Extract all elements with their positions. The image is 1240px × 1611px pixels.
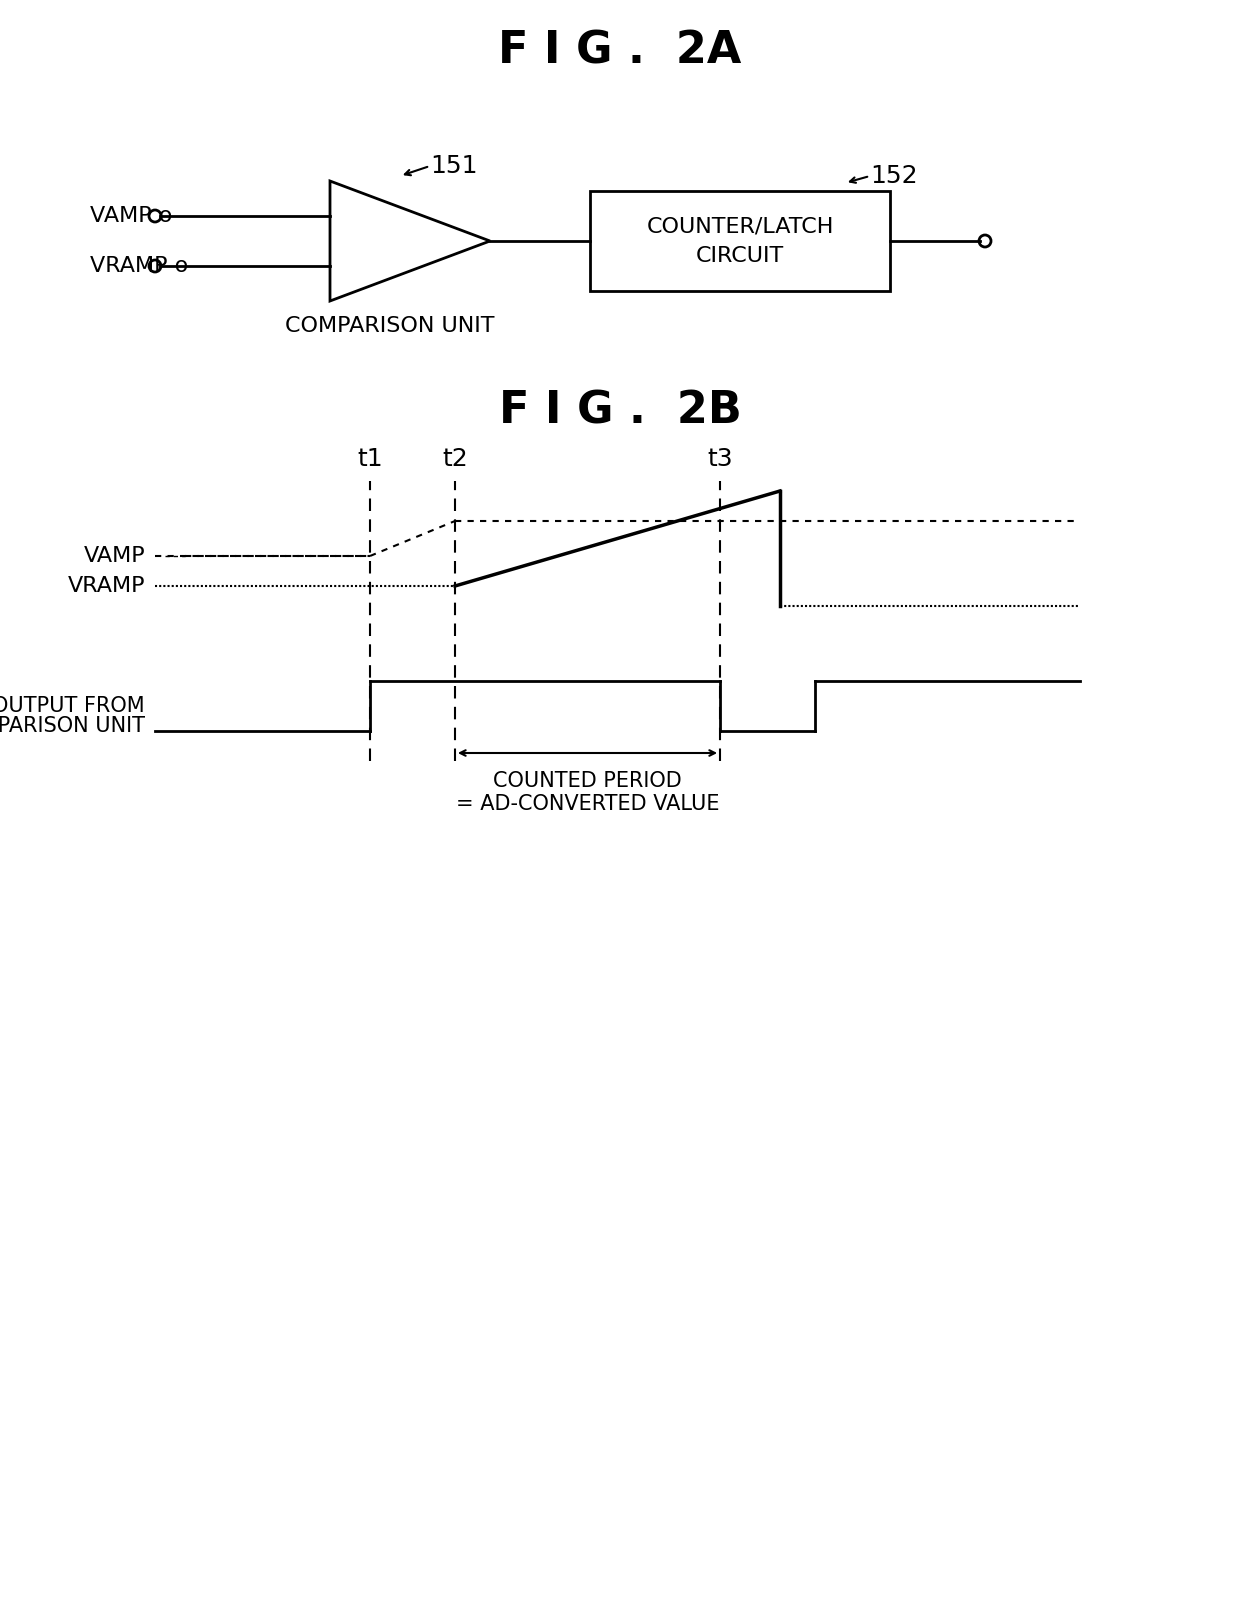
Text: COMPARISON UNIT: COMPARISON UNIT — [285, 316, 495, 337]
Text: 151: 151 — [430, 155, 477, 177]
Text: t3: t3 — [707, 446, 733, 470]
Text: F I G .  2B: F I G . 2B — [498, 390, 742, 432]
Text: OUTPUT FROM: OUTPUT FROM — [0, 696, 145, 715]
Text: F I G .  2A: F I G . 2A — [498, 29, 742, 72]
Text: CIRCUIT: CIRCUIT — [696, 246, 784, 266]
Text: VAMP: VAMP — [83, 546, 145, 565]
Text: t2: t2 — [443, 446, 467, 470]
Text: COMPARISON UNIT: COMPARISON UNIT — [0, 715, 145, 736]
Text: 152: 152 — [870, 164, 918, 188]
Text: COUNTED PERIOD
= AD-CONVERTED VALUE: COUNTED PERIOD = AD-CONVERTED VALUE — [456, 772, 719, 814]
Text: COUNTER/LATCH: COUNTER/LATCH — [646, 216, 833, 235]
Text: t1: t1 — [357, 446, 383, 470]
Text: VRAMP o: VRAMP o — [91, 256, 188, 275]
Text: VRAMP: VRAMP — [67, 577, 145, 596]
Text: VAMP o: VAMP o — [91, 206, 172, 226]
